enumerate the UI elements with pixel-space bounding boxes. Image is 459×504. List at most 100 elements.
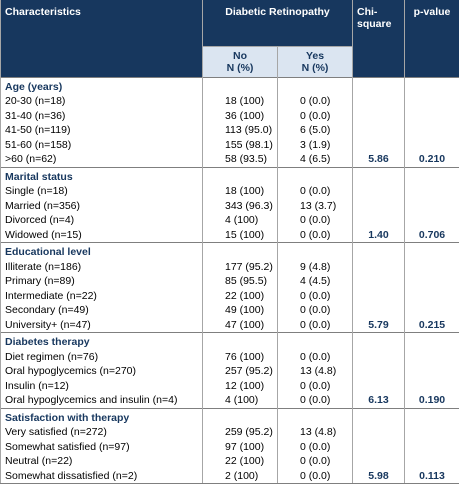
empty-cell [352,76,405,94]
header-yes-unit: N (%) [301,61,329,74]
empty-cell [202,76,278,94]
chi-cell [352,349,405,364]
empty-cell [277,407,353,425]
chi-cell [352,454,405,469]
empty-cell [404,407,459,425]
yes-cell: 9 (4.8) [277,259,353,274]
no-cell: 155 (98.1) [202,137,278,152]
p-cell [404,137,459,152]
yes-cell: 0 (0.0) [277,94,353,109]
p-cell [404,454,459,469]
p-cell [404,184,459,199]
header-chi: Chi-square [352,0,405,77]
header-p: p-value [404,0,459,77]
table-row: Divorced (n=4) 4 (100) 0 (0.0) [0,213,459,228]
empty-cell [404,242,459,260]
chi-cell [352,259,405,274]
no-cell: 259 (95.2) [202,425,278,440]
row-label: >60 (n=62) [0,152,203,167]
empty-cell [202,332,278,350]
table-row: University+ (n=47) 47 (100) 0 (0.0) 5.79 0.2… [0,317,459,333]
row-label: University+ (n=47) [0,317,203,333]
yes-cell: 0 (0.0) [277,317,353,333]
empty-cell [202,166,278,184]
row-label: 41-50 (n=119) [0,123,203,138]
table-row: Illiterate (n=186) 177 (95.2) 9 (4.8) [0,259,459,274]
p-cell [404,425,459,440]
empty-cell [277,332,353,350]
no-cell: 97 (100) [202,439,278,454]
p-cell [404,123,459,138]
results-table: Characteristics Diabetic Retinopathy Chi… [0,0,459,484]
p-cell [404,198,459,213]
empty-cell [202,407,278,425]
row-label: Widowed (n=15) [0,227,203,243]
p-cell [404,94,459,109]
table-row: Primary (n=89) 85 (95.5) 4 (4.5) [0,274,459,289]
row-label: Single (n=18) [0,184,203,199]
yes-cell: 0 (0.0) [277,184,353,199]
empty-cell [352,166,405,184]
p-cell [404,439,459,454]
section-title: Satisfaction with therapy [0,407,203,425]
yes-cell: 0 (0.0) [277,454,353,469]
empty-cell [352,242,405,260]
header-group: Diabetic Retinopathy [202,0,353,46]
header-no-label: No [233,49,247,62]
chi-cell [352,303,405,318]
no-cell: 343 (96.3) [202,198,278,213]
empty-cell [352,332,405,350]
no-cell: 4 (100) [202,213,278,228]
table-row: Diet regimen (n=76) 76 (100) 0 (0.0) [0,349,459,364]
yes-cell: 0 (0.0) [277,468,353,484]
chi-cell [352,198,405,213]
p-cell [404,288,459,303]
header-yes-label: Yes [305,49,325,62]
header-no-unit: N (%) [226,61,254,74]
empty-cell [277,242,353,260]
section-title: Diabetes therapy [0,332,203,350]
yes-cell: 0 (0.0) [277,108,353,123]
table-header: Characteristics Diabetic Retinopathy Chi… [0,0,459,77]
chi-cell [352,288,405,303]
chi-cell [352,184,405,199]
table-row: 31-40 (n=36) 36 (100) 0 (0.0) [0,108,459,123]
chi-cell [352,378,405,393]
section-title: Age (years) [0,76,203,94]
table-row: Oral hypoglycemics and insulin (n=4) 4 (1… [0,393,459,408]
p-cell [404,349,459,364]
no-cell: 58 (93.5) [202,152,278,167]
section-title-row: Age (years) [0,76,459,94]
row-label: Secondary (n=49) [0,303,203,318]
no-cell: 22 (100) [202,454,278,469]
row-label: Insulin (n=12) [0,378,203,393]
yes-cell: 0 (0.0) [277,393,353,408]
yes-cell: 0 (0.0) [277,349,353,364]
table-row: Neutral (n=22) 22 (100) 0 (0.0) [0,454,459,469]
chi-cell [352,94,405,109]
no-cell: 12 (100) [202,378,278,393]
p-cell [404,378,459,393]
no-cell: 4 (100) [202,393,278,408]
yes-cell: 4 (4.5) [277,274,353,289]
table-row: Widowed (n=15) 15 (100) 0 (0.0) 1.40 0.706 [0,227,459,243]
p-cell [404,213,459,228]
p-cell [404,259,459,274]
table-section: Marital status Single (n=18) 18 (100) 0 (0.… [0,166,459,243]
no-cell: 257 (95.2) [202,364,278,379]
section-title-row: Diabetes therapy [0,332,459,350]
yes-cell: 0 (0.0) [277,227,353,243]
table-section: Diabetes therapy Diet regimen (n=76) 76 (1… [0,332,459,408]
empty-cell [404,166,459,184]
table-row: Insulin (n=12) 12 (100) 0 (0.0) [0,378,459,393]
p-cell: 0.210 [404,152,459,167]
chi-cell [352,439,405,454]
no-cell: 49 (100) [202,303,278,318]
no-cell: 22 (100) [202,288,278,303]
table-section: Age (years) 20-30 (n=18) 18 (100) 0 (0.0) 31… [0,76,459,167]
chi-cell [352,274,405,289]
table-row: Secondary (n=49) 49 (100) 0 (0.0) [0,303,459,318]
chi-cell [352,123,405,138]
no-cell: 15 (100) [202,227,278,243]
